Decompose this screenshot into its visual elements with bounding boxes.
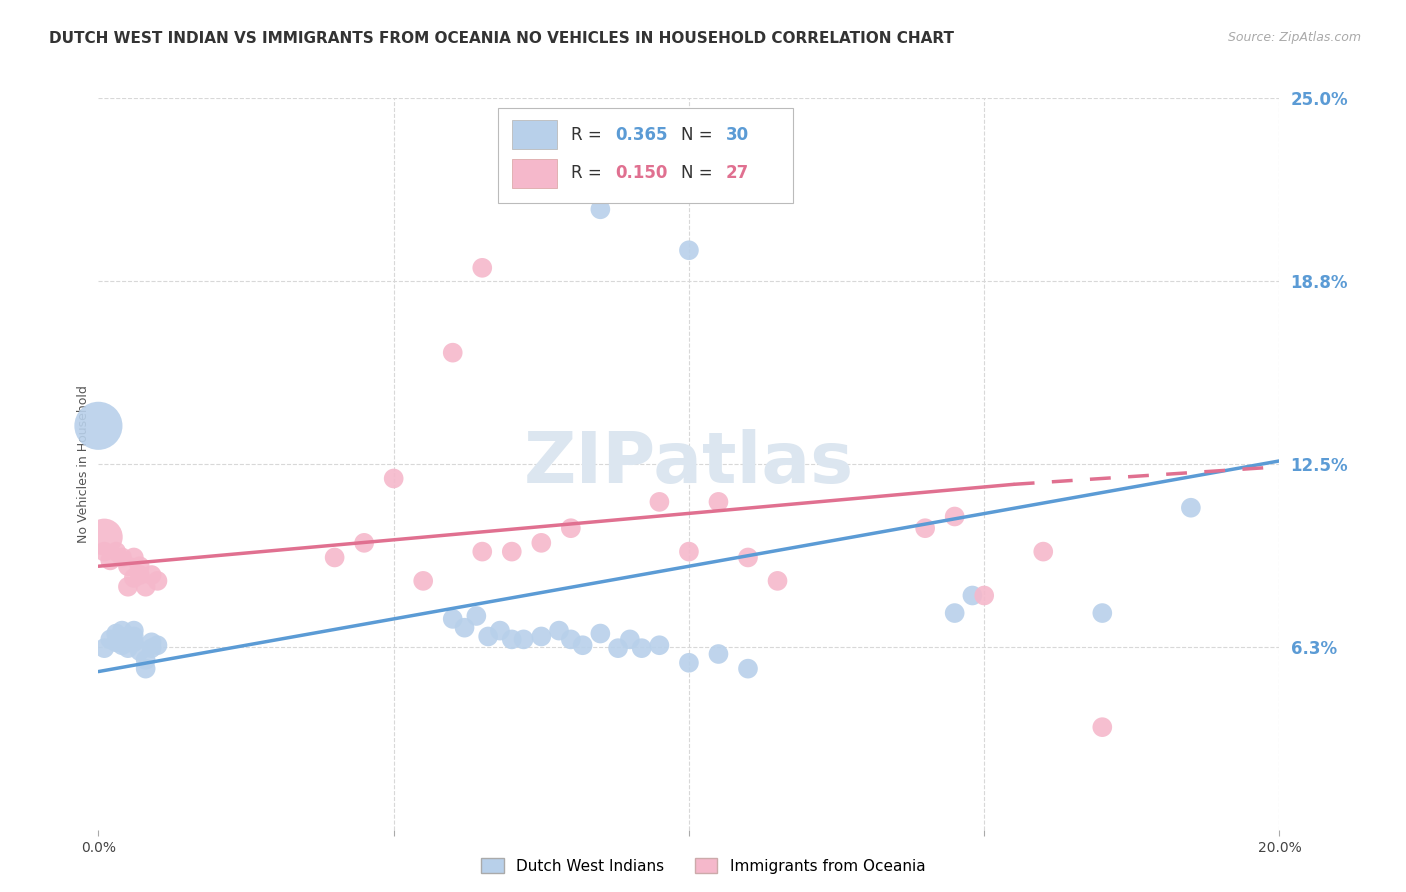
Point xyxy=(678,244,700,258)
Point xyxy=(648,638,671,652)
Point xyxy=(501,544,523,558)
Text: 0.150: 0.150 xyxy=(616,164,668,183)
Point xyxy=(560,521,582,535)
Point xyxy=(146,574,169,588)
Point xyxy=(117,630,139,644)
Point xyxy=(117,580,139,594)
Point xyxy=(382,471,405,485)
Point xyxy=(707,495,730,509)
Point xyxy=(93,530,115,544)
Text: DUTCH WEST INDIAN VS IMMIGRANTS FROM OCEANIA NO VEHICLES IN HOUSEHOLD CORRELATIO: DUTCH WEST INDIAN VS IMMIGRANTS FROM OCE… xyxy=(49,31,955,46)
Point xyxy=(146,638,169,652)
Point xyxy=(98,632,121,647)
FancyBboxPatch shape xyxy=(512,120,557,149)
Point xyxy=(707,647,730,661)
Point xyxy=(135,662,157,676)
Point xyxy=(737,662,759,676)
Point xyxy=(122,635,145,649)
Point xyxy=(105,635,128,649)
Y-axis label: No Vehicles in Household: No Vehicles in Household xyxy=(77,385,90,542)
Point xyxy=(323,550,346,565)
Point xyxy=(111,632,134,647)
Text: 27: 27 xyxy=(725,164,749,183)
Point xyxy=(571,638,593,652)
Legend: Dutch West Indians, Immigrants from Oceania: Dutch West Indians, Immigrants from Ocea… xyxy=(475,852,931,880)
FancyBboxPatch shape xyxy=(498,108,793,202)
Point xyxy=(128,644,150,658)
Point xyxy=(477,630,499,644)
Text: 0.365: 0.365 xyxy=(616,126,668,144)
Point xyxy=(1091,606,1114,620)
Point xyxy=(619,632,641,647)
Text: N =: N = xyxy=(681,164,717,183)
Point xyxy=(678,656,700,670)
Point xyxy=(122,630,145,644)
Point xyxy=(117,635,139,649)
Point xyxy=(737,550,759,565)
Point xyxy=(117,632,139,647)
Point xyxy=(141,641,163,656)
Point xyxy=(135,580,157,594)
Point xyxy=(111,550,134,565)
Point xyxy=(501,632,523,647)
Point xyxy=(914,521,936,535)
Point xyxy=(128,559,150,574)
Point xyxy=(1091,720,1114,734)
Point xyxy=(122,571,145,585)
Text: 30: 30 xyxy=(725,126,748,144)
Point xyxy=(489,624,512,638)
Point xyxy=(111,624,134,638)
Point xyxy=(128,568,150,582)
Point xyxy=(98,553,121,567)
Point xyxy=(465,609,488,624)
Text: ZIPatlas: ZIPatlas xyxy=(524,429,853,499)
Point xyxy=(630,641,652,656)
Point xyxy=(530,630,553,644)
Point xyxy=(122,624,145,638)
Point xyxy=(93,641,115,656)
Point xyxy=(1180,500,1202,515)
Point xyxy=(530,536,553,550)
Point xyxy=(1032,544,1054,558)
Point xyxy=(560,632,582,647)
Point xyxy=(589,202,612,217)
Point xyxy=(441,612,464,626)
FancyBboxPatch shape xyxy=(512,159,557,188)
Point xyxy=(648,495,671,509)
Point xyxy=(111,638,134,652)
Point xyxy=(471,544,494,558)
Point xyxy=(122,550,145,565)
Point xyxy=(117,641,139,656)
Point xyxy=(105,544,128,558)
Text: R =: R = xyxy=(571,164,607,183)
Point xyxy=(943,606,966,620)
Point xyxy=(962,589,984,603)
Point xyxy=(512,632,534,647)
Point xyxy=(141,568,163,582)
Point xyxy=(943,509,966,524)
Point xyxy=(412,574,434,588)
Point xyxy=(766,574,789,588)
Point xyxy=(678,544,700,558)
Point xyxy=(548,624,571,638)
Point xyxy=(973,589,995,603)
Point xyxy=(87,418,110,433)
Text: Source: ZipAtlas.com: Source: ZipAtlas.com xyxy=(1227,31,1361,45)
Point xyxy=(607,641,630,656)
Point xyxy=(117,559,139,574)
Point xyxy=(353,536,375,550)
Point xyxy=(105,626,128,640)
Point xyxy=(441,345,464,359)
Text: R =: R = xyxy=(571,126,607,144)
Point xyxy=(93,544,115,558)
Text: N =: N = xyxy=(681,126,717,144)
Point xyxy=(141,635,163,649)
Point xyxy=(453,621,475,635)
Point xyxy=(135,653,157,667)
Point xyxy=(589,626,612,640)
Point xyxy=(471,260,494,275)
